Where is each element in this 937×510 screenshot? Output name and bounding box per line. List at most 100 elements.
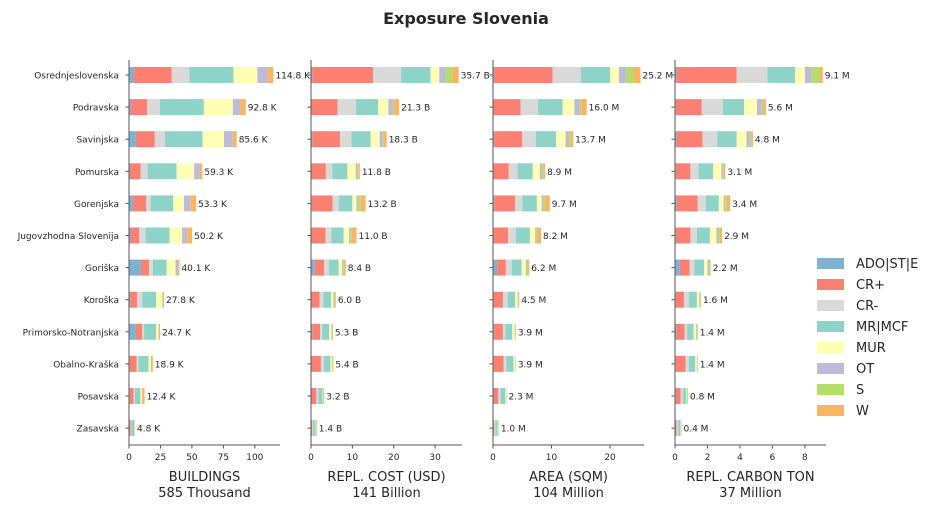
panel-repl-cost-usd-bar-podravska-mur	[378, 99, 389, 116]
panel-repl-carbon-ton-bar-savinjska-ot	[746, 131, 750, 148]
panel-area-sqm-bar-zasavska-mur	[497, 420, 499, 437]
panel-repl-carbon-ton-bar-obalno-kra-ka-cr	[685, 355, 689, 372]
panel-area-sqm-bar-koro-ka-w	[518, 291, 520, 308]
panel-area-sqm-bar-jugovzhodna-slovenija-s	[536, 227, 538, 244]
panel-repl-carbon-ton-bar-primorsko-notranjska-cr	[684, 323, 688, 340]
panel-area-sqm-bar-zasavska-cr	[494, 420, 496, 437]
panel-area-sqm-bar-pomurska-s	[541, 163, 544, 180]
category-label-primorsko-notranjska: Primorsko-Notranjska	[23, 328, 119, 338]
panel-buildings-value-label: 18.9 K	[155, 360, 185, 370]
panel-repl-cost-usd-bar-podravska-cr	[311, 99, 338, 116]
panel-repl-carbon-ton-bar-pomurska-mr-mcf	[698, 163, 714, 180]
panel-buildings-bar-pomurska-cr	[130, 163, 141, 180]
legend-label-s: S	[856, 383, 864, 398]
panel-area-sqm-bar-zasavska-cr	[493, 420, 495, 437]
panel-buildings-value-label: 50.2 K	[194, 232, 224, 242]
panel-buildings-bar-podravska-cr	[130, 99, 148, 116]
category-label-koro-ka: Koroška	[84, 295, 119, 306]
panel-buildings-bar-koro-ka-w	[162, 291, 164, 308]
panel-buildings-x-tick-label: 100	[246, 453, 263, 463]
panel-buildings-bar-gori-ka-cr	[140, 259, 150, 276]
panel-area-sqm-bar-posavska-s	[505, 388, 507, 404]
panel-buildings-bar-osrednjeslovenska-mur	[233, 67, 258, 83]
panel-buildings-bar-pomurska-w	[199, 163, 203, 180]
panel-buildings-bar-koro-ka-cr	[130, 291, 138, 308]
panel-repl-cost-usd-value-label: 21.3 B	[401, 104, 430, 114]
panel-repl-carbon-ton-bar-jugovzhodna-slovenija-w	[719, 227, 723, 244]
category-label-gorenjska: Gorenjska	[74, 200, 119, 210]
panel-repl-carbon-ton-value-label: 2.9 M	[724, 232, 749, 242]
panel-area-sqm-bar-savinjska-mur	[556, 131, 566, 148]
panel-area-sqm-bar-posavska-mur	[505, 388, 506, 404]
panel-area-sqm-bar-primorsko-notranjska-ot	[514, 323, 516, 340]
panel-repl-carbon-ton-value-label: 4.8 M	[755, 136, 780, 146]
panel-repl-carbon-ton-bar-savinjska-mur	[736, 131, 747, 148]
panel-repl-cost-usd-bar-podravska-s	[392, 99, 395, 116]
panel-repl-cost-usd-bar-osrednjeslovenska-mur	[430, 67, 440, 83]
legend-label-ado-st-e: ADO|ST|E	[856, 257, 918, 272]
panel-repl-cost-usd-bar-obalno-kra-ka-mur	[330, 355, 333, 372]
panel-buildings-bar-obalno-kra-ka-cr	[136, 355, 139, 372]
panel-area-sqm-bar-jugovzhodna-slovenija-ot	[535, 227, 537, 244]
panel-repl-carbon-ton-bar-gori-ka-mr-mcf	[694, 259, 705, 276]
panel-repl-cost-usd-value-label: 5.3 B	[335, 328, 358, 338]
panel-buildings-bar-pomurska-mr-mcf	[147, 163, 177, 180]
panel-repl-carbon-ton-bar-osrednjeslovenska-ot	[804, 67, 812, 83]
panel-repl-cost-usd-bar-koro-ka-cr	[319, 291, 324, 308]
panel-repl-cost-usd-bar-pomurska-mur	[347, 163, 356, 180]
panel-repl-cost-usd-bar-gorenjska-cr	[311, 195, 333, 212]
panel-repl-carbon-ton-bar-gorenjska-cr	[697, 195, 706, 212]
panel-buildings-bar-savinjska-cr	[135, 131, 155, 148]
panel-buildings-value-label: 53.3 K	[198, 200, 228, 210]
panel-buildings-bar-obalno-kra-ka-mur	[148, 355, 152, 372]
panel-repl-carbon-ton-bar-posavska-mur	[686, 388, 688, 404]
panel-buildings-bar-gorenjska-ado-st-e	[129, 195, 134, 212]
panel-buildings-value-label: 59.3 K	[204, 168, 234, 178]
panel-buildings-bar-pomurska-mur	[176, 163, 195, 180]
panel-area-sqm-bar-pomurska-cr	[508, 163, 518, 180]
panel-area-sqm-bar-koro-ka-mr-mcf	[507, 291, 516, 308]
panel-repl-carbon-ton-bar-savinjska-s	[749, 131, 752, 148]
panel-repl-carbon-ton-bar-primorsko-notranjska-s	[696, 323, 698, 340]
panel-area-sqm-bar-savinjska-w	[570, 131, 574, 148]
panel-buildings-bar-osrednjeslovenska-ot	[257, 67, 268, 83]
panel-area-sqm-value-label: 9.7 M	[552, 200, 577, 210]
panel-repl-cost-usd-bar-podravska-ot	[388, 99, 393, 116]
panel-area-sqm-bar-gori-ka-mur	[521, 259, 526, 276]
panel-repl-carbon-ton-value-label: 1.6 M	[703, 296, 728, 306]
panel-repl-carbon-ton-bar-obalno-kra-ka-s	[696, 355, 698, 372]
panel-buildings-bar-osrednjeslovenska-cr	[134, 67, 172, 83]
panel-buildings-value-label: 85.6 K	[239, 136, 269, 146]
legend-label-ot: OT	[856, 362, 874, 377]
chart-title: Exposure Slovenia	[383, 9, 549, 28]
category-label-podravska: Podravska	[73, 104, 119, 114]
panel-repl-carbon-ton-bar-koro-ka-s	[700, 291, 701, 308]
panel-repl-carbon-ton-bar-primorsko-notranjska-mr-mcf	[687, 323, 694, 340]
panel-repl-carbon-ton-bar-primorsko-notranjska-ot	[696, 323, 697, 340]
panel-repl-cost-usd-x-tick-label: 0	[308, 453, 314, 463]
panel-buildings-bar-osrednjeslovenska-mr-mcf	[189, 67, 234, 83]
panel-area-sqm-bar-gorenjska-mr-mcf	[522, 195, 537, 212]
panel-buildings-xlabel: BUILDINGS	[169, 470, 240, 485]
panel-repl-cost-usd-bar-koro-ka-mr-mcf	[323, 291, 332, 308]
panel-repl-carbon-ton-bar-pomurska-ot	[721, 163, 723, 180]
panel-area-sqm-bar-gorenjska-ado-st-e	[493, 195, 495, 212]
panel-area-sqm-bar-gori-ka-s	[526, 259, 529, 276]
panel-area-sqm-bar-savinjska-mr-mcf	[535, 131, 557, 148]
panel-area-sqm-bar-podravska-s	[579, 99, 582, 116]
panel-repl-carbon-ton-value-label: 5.6 M	[768, 104, 793, 114]
panel-area-sqm-value-label: 8.2 M	[543, 232, 568, 242]
legend-label-w: W	[856, 404, 869, 419]
panel-area-sqm-bar-pomurska-mur	[532, 163, 540, 180]
panel-repl-cost-usd-bar-podravska-cr	[337, 99, 357, 116]
panel-buildings-value-label: 114.8 K	[275, 72, 311, 82]
panel-area-sqm-bar-jugovzhodna-slovenija-cr	[508, 227, 516, 244]
panel-repl-cost-usd-bar-savinjska-cr	[312, 131, 340, 148]
panel-area-sqm-bar-gorenjska-cr	[515, 195, 523, 212]
panel-area-sqm-bar-jugovzhodna-slovenija-mur	[529, 227, 536, 244]
panel-repl-cost-usd-value-label: 1.4 B	[319, 425, 342, 435]
panel-repl-carbon-ton-bar-podravska-ot	[756, 99, 762, 116]
panel-repl-carbon-ton-bar-savinjska-cr	[676, 131, 703, 148]
panel-repl-carbon-ton-bar-obalno-kra-ka-mr-mcf	[688, 355, 696, 372]
panel-repl-cost-usd-bar-koro-ka-mur	[331, 291, 334, 308]
